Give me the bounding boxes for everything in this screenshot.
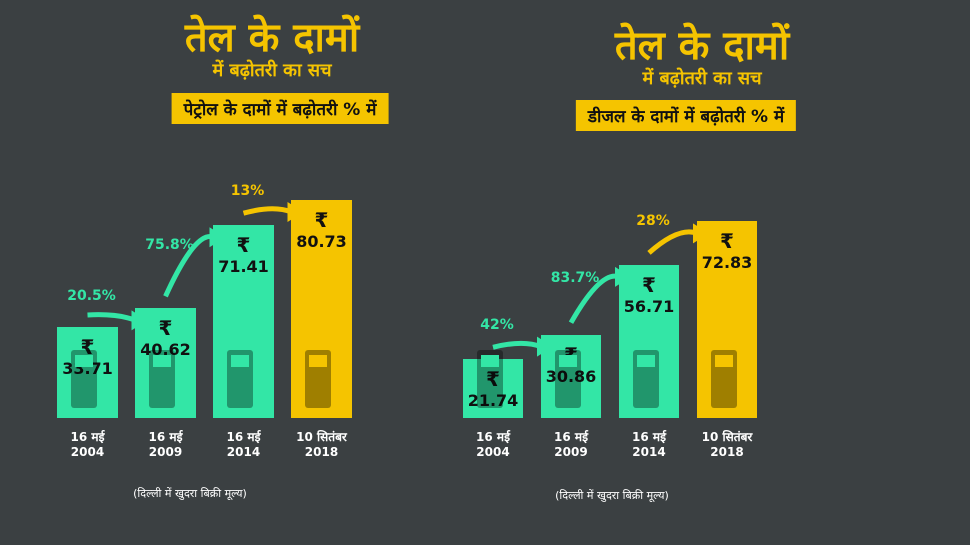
pump-window xyxy=(231,355,249,367)
bar xyxy=(541,334,601,418)
title: तेल के दामों xyxy=(184,15,360,61)
x-category-label: 16 मई 2014 xyxy=(226,430,261,459)
note: (दिल्ली में खुदरा बिक्री मूल्य) xyxy=(555,489,669,502)
bar xyxy=(697,221,757,418)
currency-symbol: ₹ xyxy=(314,208,329,233)
chart-label: पेट्रोल के दामों में बढ़ोतरी % में xyxy=(171,93,389,124)
title: तेल के दामों xyxy=(614,23,790,69)
pump-window xyxy=(481,355,499,367)
subtitle: में बढ़ोतरी का सच xyxy=(642,68,762,89)
currency-symbol: ₹ xyxy=(236,233,251,258)
pump-window xyxy=(715,355,733,367)
value-label: 33.71 xyxy=(62,358,113,378)
change-arrow xyxy=(87,312,137,323)
x-category-label: 16 मई 2004 xyxy=(70,430,105,459)
value-label: 21.74 xyxy=(467,391,519,411)
currency-symbol: ₹ xyxy=(642,272,656,297)
pump-window xyxy=(309,355,327,367)
currency-symbol: ₹ xyxy=(158,316,173,341)
x-category-label: 16 मई 2009 xyxy=(148,430,183,459)
value-label: 80.73 xyxy=(296,232,347,252)
currency-symbol: ₹ xyxy=(486,367,500,392)
note: (दिल्ली में खुदरा बिक्री मूल्य) xyxy=(133,487,247,500)
change-arrow xyxy=(492,340,542,350)
change-label: 13% xyxy=(230,182,265,199)
x-category-label: 10 सितंबर 2018 xyxy=(296,430,347,459)
value-label: 71.41 xyxy=(218,257,269,277)
bar xyxy=(213,225,274,418)
change-arrow xyxy=(242,206,293,216)
pump-window xyxy=(75,355,93,367)
change-arrow xyxy=(647,229,698,255)
value-label: 72.83 xyxy=(701,253,753,273)
change-label: 28% xyxy=(636,213,670,230)
pump-window xyxy=(559,355,577,367)
change-label: 20.5% xyxy=(67,287,116,304)
currency-symbol: ₹ xyxy=(80,334,95,359)
change-label: 83.7% xyxy=(550,269,600,286)
bar xyxy=(291,200,352,418)
chart-label: डीजल के दामों में बढ़ोतरी % में xyxy=(575,100,797,131)
x-category-label: 10 सितंबर 2018 xyxy=(701,430,753,459)
currency-symbol: ₹ xyxy=(720,229,734,254)
x-category-label: 16 मई 2009 xyxy=(554,430,588,459)
bar xyxy=(57,326,118,418)
value-label: 30.86 xyxy=(545,366,597,386)
pump-window xyxy=(153,355,171,367)
value-label: 56.71 xyxy=(623,296,675,316)
bar xyxy=(619,264,679,418)
value-label: 40.62 xyxy=(140,340,191,360)
x-category-label: 16 मई 2014 xyxy=(632,430,666,459)
change-label: 42% xyxy=(480,316,514,333)
x-category-label: 16 मई 2004 xyxy=(476,430,510,459)
bar xyxy=(463,359,523,418)
change-label: 75.8% xyxy=(145,236,194,253)
pump-window xyxy=(637,355,655,367)
subtitle: में बढ़ोतरी का सच xyxy=(212,60,332,81)
